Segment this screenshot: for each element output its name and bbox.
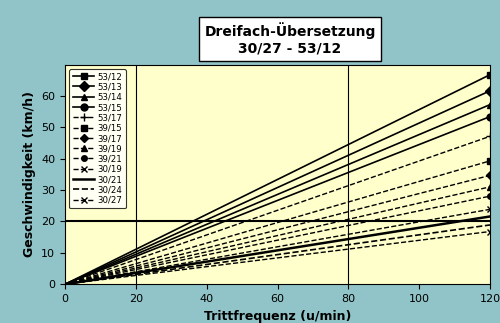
Y-axis label: Geschwindigkeit (km/h): Geschwindigkeit (km/h) [22, 91, 36, 257]
X-axis label: Trittfrequenz (u/min): Trittfrequenz (u/min) [204, 309, 351, 323]
Legend: 53/12, 53/13, 53/14, 53/15, 53/17, 39/15, 39/17, 39/19, 39/21, 30/19, 30/21, 30/: 53/12, 53/13, 53/14, 53/15, 53/17, 39/15… [70, 69, 126, 208]
Text: Dreifach-Übersetzung
30/27 - 53/12: Dreifach-Übersetzung 30/27 - 53/12 [204, 22, 376, 55]
